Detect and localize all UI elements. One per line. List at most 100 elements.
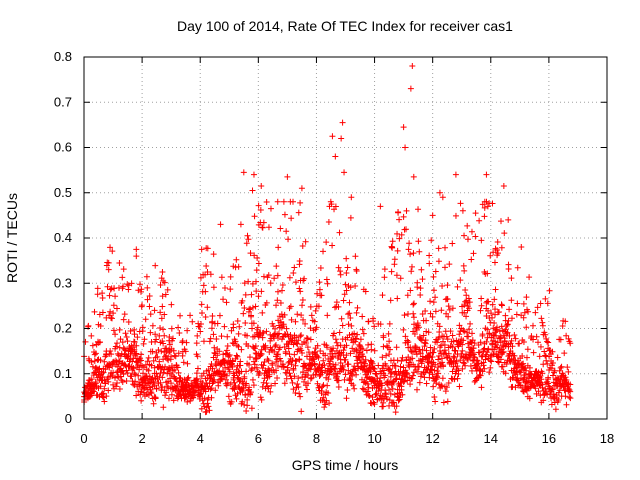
roti-point bbox=[359, 313, 366, 320]
roti-point bbox=[337, 268, 344, 275]
roti-point bbox=[302, 238, 309, 245]
roti-point bbox=[436, 328, 443, 335]
roti-point bbox=[227, 273, 234, 280]
roti-point bbox=[472, 233, 479, 240]
roti-point bbox=[128, 373, 135, 380]
roti-point bbox=[296, 261, 303, 268]
roti-point bbox=[249, 325, 256, 332]
roti-point bbox=[381, 266, 388, 273]
roti-point bbox=[175, 369, 182, 376]
roti-point bbox=[184, 375, 191, 382]
roti-point bbox=[436, 189, 443, 196]
roti-point bbox=[144, 284, 151, 291]
roti-point bbox=[136, 281, 143, 288]
roti-point bbox=[359, 385, 366, 392]
roti-point bbox=[477, 372, 484, 379]
roti-point bbox=[294, 311, 301, 318]
roti-point bbox=[463, 297, 470, 304]
roti-point bbox=[275, 244, 282, 251]
roti-point bbox=[253, 288, 260, 295]
roti-point bbox=[394, 295, 401, 302]
roti-point bbox=[259, 309, 266, 316]
roti-point bbox=[225, 393, 232, 400]
roti-point bbox=[165, 384, 172, 391]
roti-point bbox=[353, 335, 360, 342]
roti-point bbox=[379, 354, 386, 361]
roti-point bbox=[290, 270, 297, 277]
roti-point bbox=[172, 353, 179, 360]
roti-point bbox=[557, 364, 564, 371]
roti-point bbox=[512, 357, 519, 364]
roti-point bbox=[520, 339, 527, 346]
roti-point bbox=[168, 345, 175, 352]
roti-point bbox=[407, 251, 414, 258]
roti-point bbox=[457, 277, 464, 284]
roti-point bbox=[495, 359, 502, 366]
roti-point bbox=[292, 318, 299, 325]
roti-point bbox=[107, 308, 114, 315]
roti-point bbox=[447, 343, 454, 350]
roti-point bbox=[187, 312, 194, 319]
roti-point bbox=[149, 383, 156, 390]
roti-point bbox=[399, 354, 406, 361]
roti-point bbox=[410, 348, 417, 355]
roti-point bbox=[300, 316, 307, 323]
roti-point bbox=[383, 395, 390, 402]
roti-point bbox=[416, 379, 423, 386]
roti-point bbox=[210, 284, 217, 291]
roti-point bbox=[272, 325, 279, 332]
roti-point bbox=[145, 354, 152, 361]
roti-point bbox=[243, 380, 250, 387]
roti-point bbox=[301, 363, 308, 370]
roti-point bbox=[120, 283, 127, 290]
roti-point bbox=[476, 349, 483, 356]
roti-point bbox=[352, 283, 359, 290]
roti-point bbox=[434, 373, 441, 380]
roti-point bbox=[189, 318, 196, 325]
roti-point bbox=[392, 362, 399, 369]
roti-point bbox=[341, 344, 348, 351]
roti-point bbox=[271, 275, 278, 282]
roti-point bbox=[535, 377, 542, 384]
roti-point bbox=[563, 381, 570, 388]
roti-point bbox=[555, 389, 562, 396]
roti-point bbox=[489, 301, 496, 308]
roti-point bbox=[340, 347, 347, 354]
roti-point bbox=[112, 343, 119, 350]
roti-point bbox=[304, 372, 311, 379]
roti-point bbox=[454, 363, 461, 370]
roti-point bbox=[446, 306, 453, 313]
roti-point bbox=[449, 332, 456, 339]
roti-point bbox=[194, 381, 201, 388]
roti-point bbox=[336, 229, 343, 236]
roti-point bbox=[495, 348, 502, 355]
roti-point bbox=[168, 325, 175, 332]
roti-point bbox=[252, 303, 259, 310]
roti-point bbox=[259, 224, 266, 231]
roti-point bbox=[150, 379, 157, 386]
roti-point bbox=[95, 366, 102, 373]
roti-point bbox=[255, 202, 262, 209]
roti-point bbox=[324, 382, 331, 389]
roti-point bbox=[567, 395, 574, 402]
roti-point bbox=[476, 217, 483, 224]
roti-point bbox=[402, 339, 409, 346]
roti-point bbox=[327, 198, 334, 205]
roti-point bbox=[514, 264, 521, 271]
roti-point bbox=[140, 340, 147, 347]
roti-point bbox=[417, 336, 424, 343]
roti-point bbox=[378, 386, 385, 393]
roti-point bbox=[133, 350, 140, 357]
roti-point bbox=[372, 391, 379, 398]
roti-point bbox=[386, 365, 393, 372]
roti-point bbox=[353, 266, 360, 273]
roti-point bbox=[363, 347, 370, 354]
roti-point bbox=[491, 332, 498, 339]
roti-point bbox=[456, 331, 463, 338]
roti-point bbox=[247, 250, 254, 257]
roti-point bbox=[285, 345, 292, 352]
roti-point bbox=[483, 351, 490, 358]
roti-point bbox=[299, 349, 306, 356]
roti-point bbox=[538, 376, 545, 383]
